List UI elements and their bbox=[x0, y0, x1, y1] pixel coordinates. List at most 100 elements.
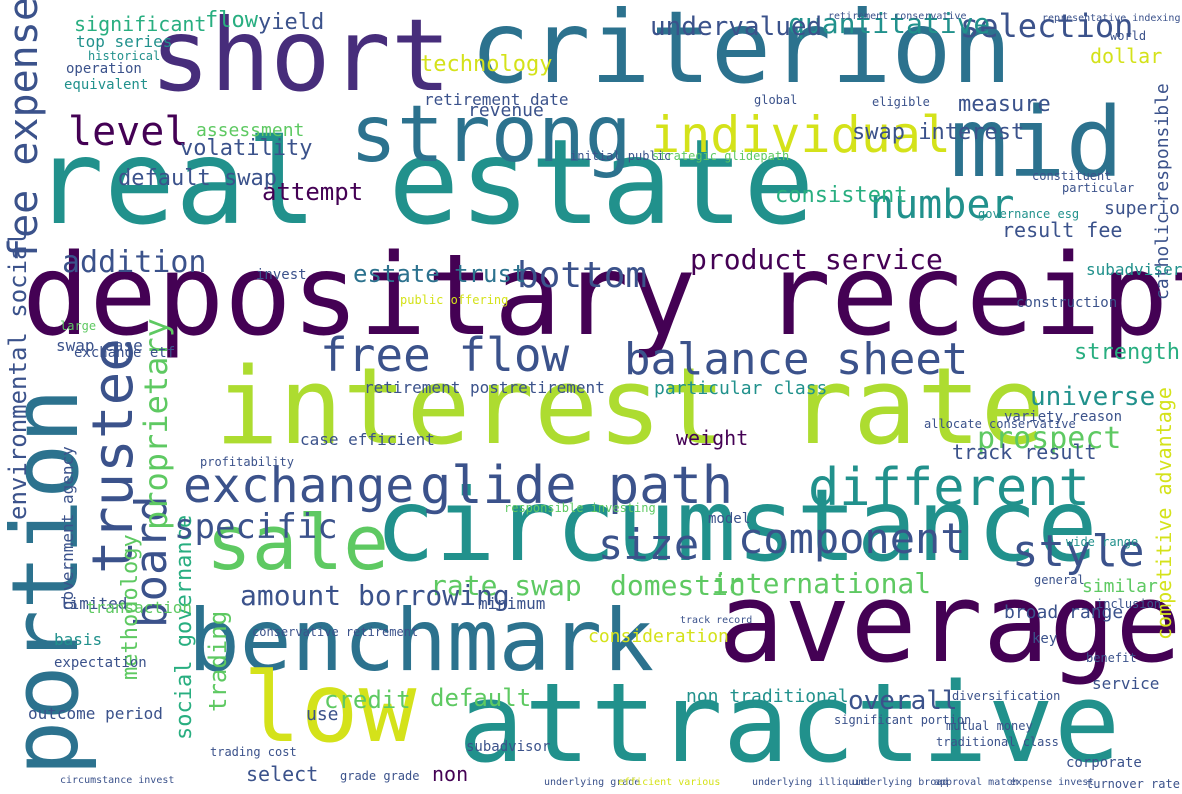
word-criterion: criterion bbox=[470, 0, 1012, 106]
word-variety-reason: variety reason bbox=[1004, 409, 1123, 425]
word-environmental-social: environmental social bbox=[4, 231, 32, 520]
word-short: short bbox=[150, 0, 452, 114]
word-different: different bbox=[808, 458, 1090, 518]
word-retirement-postretirement: retirement postretirement bbox=[364, 378, 605, 397]
word-number: number bbox=[870, 182, 1015, 228]
word-product-service: product service bbox=[690, 243, 943, 276]
word-domestic: domestic bbox=[610, 569, 745, 602]
word-superior: superior bbox=[1104, 198, 1182, 219]
word-selection: selection bbox=[960, 7, 1134, 45]
word-benefit: benefit bbox=[1086, 651, 1137, 665]
word-swap-case: swap case bbox=[56, 336, 143, 355]
word-exchange-etf: exchange etf bbox=[74, 345, 176, 361]
word-free-flow: free flow bbox=[320, 328, 570, 382]
word-consistent: consistent bbox=[775, 183, 908, 208]
word-world: world bbox=[1110, 29, 1147, 43]
word-non: non bbox=[432, 762, 469, 786]
word-benchmark: benchmark bbox=[188, 591, 654, 691]
word-flow: flow bbox=[205, 8, 258, 33]
word-retirement-conservative: retirement conservative bbox=[828, 11, 967, 22]
word-outcome-period: outcome period bbox=[28, 704, 163, 723]
word-non-traditional: non traditional bbox=[686, 686, 849, 707]
word-retirement-date: retirement date bbox=[424, 90, 569, 109]
word-use: use bbox=[306, 704, 339, 725]
word-interest-rate: interest rate bbox=[215, 345, 1045, 468]
word-strong: strong bbox=[350, 90, 632, 180]
word-undervalued: undervalued bbox=[650, 12, 823, 42]
word-amount-borrowing: amount borrowing bbox=[240, 579, 510, 612]
word-approval-match: approval match bbox=[934, 777, 1019, 788]
word-level: level bbox=[68, 109, 189, 155]
word-subadviser: subadviser bbox=[1086, 260, 1182, 279]
word-service: service bbox=[1092, 674, 1160, 693]
word-traditional-class: traditional class bbox=[936, 735, 1059, 749]
word-basis: basis bbox=[54, 630, 103, 649]
word-responsible-investing: responsible investing bbox=[504, 501, 656, 515]
word-particular: particular bbox=[1062, 181, 1135, 195]
word-international: international bbox=[712, 567, 932, 600]
word-top-series: top series bbox=[76, 32, 173, 51]
word-public-offering: public offering bbox=[400, 293, 509, 307]
word-strength: strength bbox=[1074, 340, 1180, 365]
word-circumstance-invest: circumstance invest bbox=[60, 775, 175, 786]
word-social-governance: social governance bbox=[172, 514, 197, 740]
word-rate-swap: rate swap bbox=[430, 569, 582, 602]
word-wide-range: wide range bbox=[1066, 535, 1139, 549]
word-technology: technology bbox=[420, 52, 553, 77]
word-turnover-rate: turnover rate bbox=[1086, 777, 1180, 791]
word-fee-expense: fee expense bbox=[1, 0, 47, 262]
word-revenue: revenue bbox=[468, 100, 544, 121]
word-assessment: assessment bbox=[196, 120, 305, 141]
word-addition: addition bbox=[62, 245, 207, 280]
word-operation: operation bbox=[66, 61, 142, 77]
word-measure: measure bbox=[958, 92, 1051, 117]
word-governance-esg: governance esg bbox=[978, 207, 1080, 221]
word-bottom: bottom bbox=[517, 255, 648, 296]
word-trading: trading bbox=[204, 610, 232, 712]
word-balance-sheet: balance sheet bbox=[624, 334, 969, 385]
word-strategic-glidepath: strategic glidepath bbox=[652, 149, 790, 163]
word-limited: limited bbox=[60, 594, 128, 613]
word-initial-public: initial public bbox=[570, 149, 672, 163]
word-volatility: volatility bbox=[180, 136, 313, 161]
word-grade-grade: grade grade bbox=[340, 769, 420, 783]
word-trading-cost: trading cost bbox=[210, 745, 297, 759]
word-attempt: attempt bbox=[262, 178, 364, 206]
word-transaction: transaction bbox=[86, 598, 192, 617]
word-dollar: dollar bbox=[1090, 44, 1163, 68]
word-exchange: exchange bbox=[183, 458, 415, 514]
word-significant: significant bbox=[74, 12, 207, 36]
word-result-fee: result fee bbox=[1002, 218, 1123, 242]
word-particular-class: particular class bbox=[654, 378, 828, 399]
word-attractive: attractive bbox=[458, 659, 1121, 787]
word-diversification: diversification bbox=[952, 689, 1061, 703]
word-universe: universe bbox=[1030, 382, 1156, 412]
word-eligible: eligible bbox=[872, 95, 930, 109]
word-quantitative: quantitative bbox=[788, 7, 991, 40]
word-size: size bbox=[598, 520, 700, 569]
word-constituent: constituent bbox=[1032, 169, 1112, 183]
word-construction: construction bbox=[1016, 295, 1118, 311]
word-credit: credit bbox=[324, 686, 411, 714]
word-government-agency: government agency bbox=[58, 446, 77, 610]
word-case-efficient: case efficient bbox=[300, 430, 435, 449]
word-significant-portion: significant portion bbox=[834, 713, 972, 727]
word-subadvisor: subadvisor bbox=[466, 739, 551, 755]
word-track-record: track record bbox=[680, 615, 753, 626]
word-default: default bbox=[430, 684, 532, 712]
word-representative-indexing: representative indexing bbox=[1042, 13, 1181, 24]
word-model: model bbox=[708, 511, 751, 527]
word-weight: weight bbox=[676, 426, 749, 450]
word-minimum: minimum bbox=[478, 594, 546, 613]
word-low: low bbox=[243, 652, 417, 764]
word-equivalent: equivalent bbox=[64, 77, 149, 93]
word-broad-range: broad range bbox=[1004, 602, 1124, 623]
word-real-estate: real estate bbox=[33, 113, 815, 251]
word-sale: sale bbox=[206, 498, 390, 587]
word-select: select bbox=[246, 762, 319, 786]
word-historical: historical bbox=[88, 49, 161, 63]
word-default-swap: default swap bbox=[118, 166, 277, 191]
word-general: general bbox=[1034, 573, 1085, 587]
word-track-result: track result bbox=[952, 440, 1097, 464]
word-invest: invest bbox=[256, 267, 307, 283]
